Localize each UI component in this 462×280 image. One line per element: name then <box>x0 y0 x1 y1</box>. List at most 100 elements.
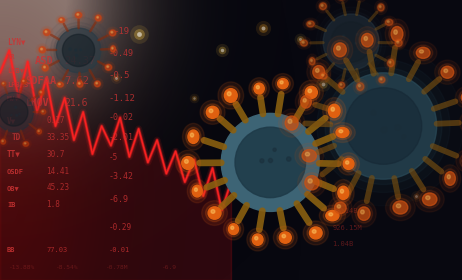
Ellipse shape <box>345 88 422 164</box>
Ellipse shape <box>338 153 359 175</box>
Ellipse shape <box>299 39 309 47</box>
Ellipse shape <box>41 48 43 50</box>
Ellipse shape <box>355 81 365 92</box>
Ellipse shape <box>385 19 409 49</box>
Ellipse shape <box>39 62 51 74</box>
Ellipse shape <box>93 12 104 24</box>
Ellipse shape <box>1 81 6 87</box>
Text: LKB▼: LKB▼ <box>7 68 24 74</box>
Ellipse shape <box>320 3 327 10</box>
Ellipse shape <box>192 185 202 197</box>
Ellipse shape <box>422 193 437 206</box>
Ellipse shape <box>337 81 346 89</box>
Ellipse shape <box>316 0 330 13</box>
Ellipse shape <box>320 73 327 79</box>
Ellipse shape <box>225 89 237 102</box>
Ellipse shape <box>0 80 8 88</box>
Ellipse shape <box>461 92 462 103</box>
Ellipse shape <box>77 81 83 87</box>
Ellipse shape <box>338 186 349 199</box>
Text: -1.12: -1.12 <box>109 94 135 103</box>
Ellipse shape <box>329 123 355 143</box>
Ellipse shape <box>59 83 61 85</box>
Ellipse shape <box>310 59 312 62</box>
Ellipse shape <box>43 66 45 68</box>
Ellipse shape <box>19 113 20 115</box>
Ellipse shape <box>74 11 83 19</box>
Ellipse shape <box>419 50 424 53</box>
Ellipse shape <box>385 194 415 221</box>
Ellipse shape <box>343 158 354 169</box>
Ellipse shape <box>23 80 24 81</box>
Ellipse shape <box>340 189 344 193</box>
Ellipse shape <box>2 140 3 142</box>
Ellipse shape <box>357 83 364 90</box>
Ellipse shape <box>397 41 399 43</box>
Point <box>112 76 119 81</box>
Ellipse shape <box>105 64 112 70</box>
Ellipse shape <box>226 221 241 237</box>
Point <box>135 31 142 36</box>
Point <box>260 26 267 30</box>
Ellipse shape <box>38 89 45 96</box>
Ellipse shape <box>41 26 53 38</box>
Ellipse shape <box>56 81 65 88</box>
Ellipse shape <box>221 113 319 211</box>
Ellipse shape <box>316 7 386 77</box>
Point <box>320 82 327 86</box>
Ellipse shape <box>282 234 286 238</box>
Ellipse shape <box>307 59 331 85</box>
Ellipse shape <box>58 17 66 24</box>
Ellipse shape <box>375 0 387 15</box>
Point <box>218 48 225 53</box>
Ellipse shape <box>331 22 371 62</box>
Point <box>412 194 419 198</box>
Ellipse shape <box>379 5 381 8</box>
Point <box>260 26 267 30</box>
Ellipse shape <box>69 48 72 50</box>
Text: LPBAS: LPBAS <box>7 82 28 88</box>
Ellipse shape <box>35 127 44 136</box>
Ellipse shape <box>337 205 340 208</box>
Ellipse shape <box>1 139 6 144</box>
Text: BB: BB <box>7 247 15 253</box>
Text: XR: XR <box>7 54 15 60</box>
Ellipse shape <box>39 90 44 95</box>
Ellipse shape <box>389 24 405 44</box>
Ellipse shape <box>62 34 95 67</box>
Text: OSDF: OSDF <box>7 169 24 175</box>
Ellipse shape <box>40 109 47 115</box>
Ellipse shape <box>277 230 294 246</box>
Ellipse shape <box>38 130 39 132</box>
Ellipse shape <box>111 31 113 33</box>
Ellipse shape <box>280 232 291 243</box>
Ellipse shape <box>376 74 388 86</box>
Ellipse shape <box>109 45 116 53</box>
Ellipse shape <box>391 36 406 50</box>
Ellipse shape <box>331 40 349 60</box>
Ellipse shape <box>316 69 331 82</box>
Ellipse shape <box>339 82 345 88</box>
Ellipse shape <box>333 179 354 206</box>
Ellipse shape <box>188 130 199 143</box>
Ellipse shape <box>308 89 311 93</box>
Ellipse shape <box>95 81 100 87</box>
Ellipse shape <box>441 66 454 78</box>
Ellipse shape <box>302 41 304 43</box>
Ellipse shape <box>336 79 347 91</box>
Ellipse shape <box>79 83 80 84</box>
Ellipse shape <box>359 85 360 87</box>
Ellipse shape <box>108 43 118 55</box>
Text: -0.78M: -0.78M <box>106 265 129 270</box>
Ellipse shape <box>318 71 328 80</box>
Point <box>412 194 419 198</box>
Text: -2.14B: -2.14B <box>333 208 358 214</box>
Ellipse shape <box>36 128 43 135</box>
Ellipse shape <box>235 127 305 198</box>
Ellipse shape <box>389 61 391 63</box>
Ellipse shape <box>104 63 113 71</box>
Ellipse shape <box>326 102 342 120</box>
Ellipse shape <box>358 207 370 220</box>
Ellipse shape <box>23 142 29 146</box>
Point <box>412 194 419 198</box>
